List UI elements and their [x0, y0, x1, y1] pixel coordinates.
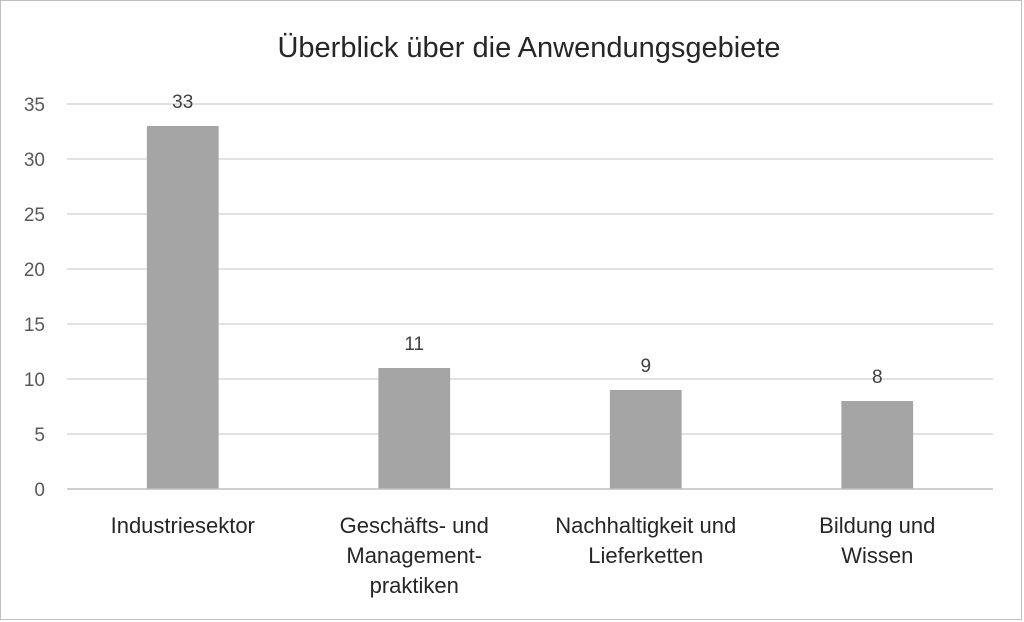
y-tick-label: 35: [24, 95, 45, 116]
y-tick-label: 0: [34, 480, 45, 501]
y-tick-label: 5: [34, 425, 45, 446]
chart-title: Überblick über die Anwendungsgebiete: [277, 32, 780, 64]
data-label: 11: [404, 334, 424, 355]
y-tick-label: 10: [24, 370, 45, 391]
gridlines: [67, 103, 993, 435]
y-tick-label: 25: [24, 205, 45, 226]
bars: [146, 126, 914, 489]
bar: [146, 126, 219, 489]
data-label: 8: [872, 367, 883, 388]
bar: [841, 401, 914, 489]
x-tick-label: Bildung und Wissen: [819, 513, 935, 568]
data-labels: 33 11 9 8: [172, 92, 882, 388]
y-tick-label: 20: [24, 260, 45, 281]
y-tick-label: 15: [24, 315, 45, 336]
x-tick-label: Industriesektor: [111, 513, 255, 538]
x-tick-label: Nachhaltigkeit und Lieferketten: [555, 513, 736, 568]
y-axis: 0 5 10 15 20 25 30 35: [24, 95, 45, 501]
data-label: 9: [640, 356, 651, 377]
x-axis: Industriesektor Geschäfts- und Management-…: [67, 488, 993, 598]
x-tick-label: Geschäfts- und Management-praktiken: [340, 513, 489, 598]
bar: [378, 368, 451, 489]
bar: [609, 390, 682, 489]
data-label: 33: [172, 92, 193, 113]
y-tick-label: 30: [24, 150, 45, 171]
